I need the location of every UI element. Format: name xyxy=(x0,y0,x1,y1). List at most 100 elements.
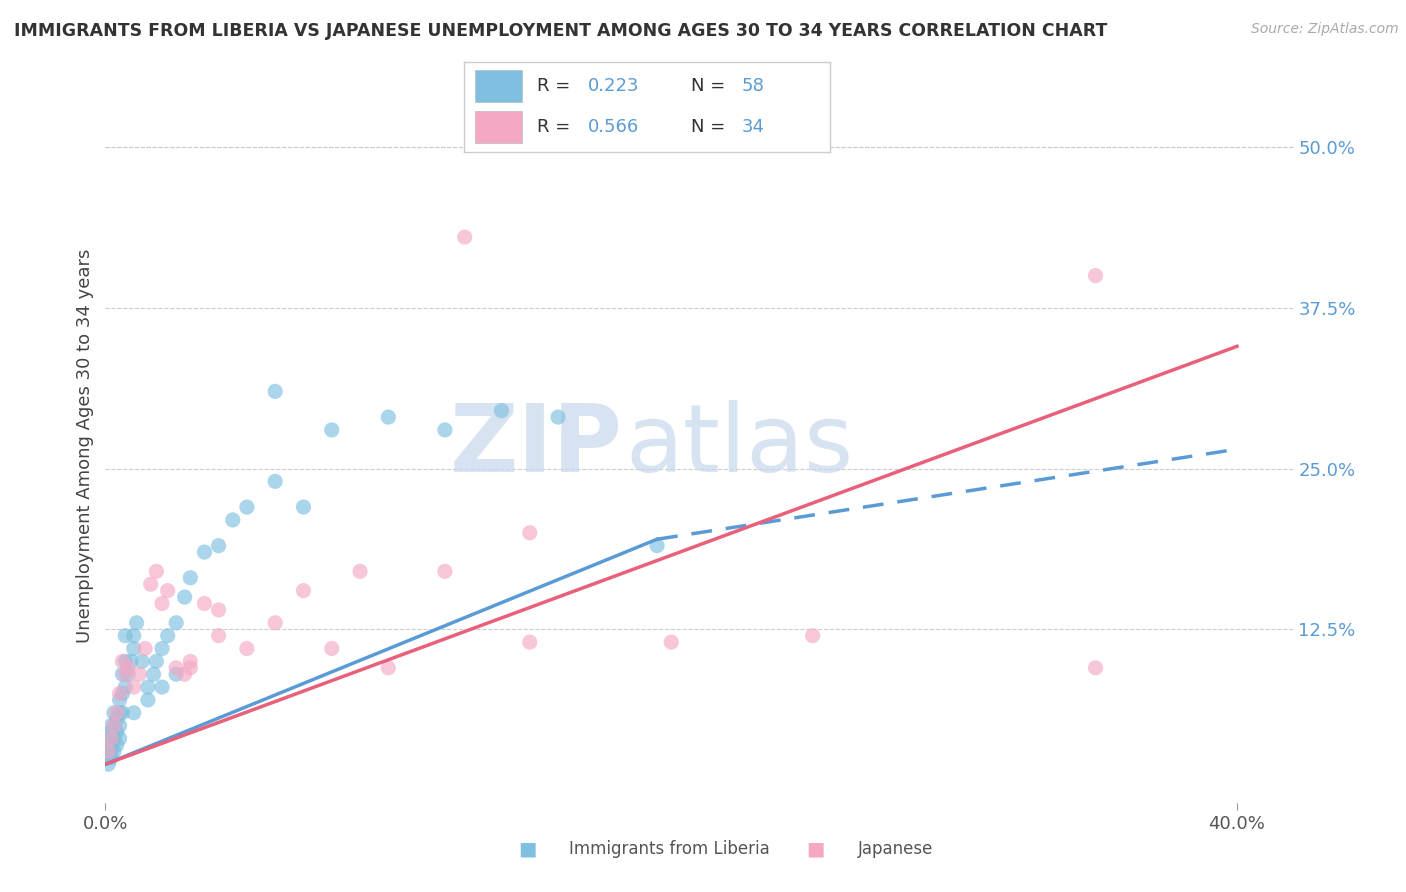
Text: 58: 58 xyxy=(742,77,765,95)
Point xyxy=(179,571,201,585)
Point xyxy=(100,738,122,752)
Point xyxy=(134,641,156,656)
Point xyxy=(377,661,399,675)
Point xyxy=(108,693,131,707)
Point xyxy=(97,744,120,758)
Point xyxy=(165,667,187,681)
Point xyxy=(111,706,134,720)
Text: ZIP: ZIP xyxy=(450,400,623,492)
Point xyxy=(207,603,229,617)
Text: R =: R = xyxy=(537,77,576,95)
Point xyxy=(156,629,179,643)
Point xyxy=(111,686,134,700)
Point xyxy=(125,615,148,630)
Point xyxy=(128,667,150,681)
Point xyxy=(145,654,167,668)
Point xyxy=(645,539,668,553)
Text: R =: R = xyxy=(537,118,576,136)
Point xyxy=(433,423,456,437)
Point xyxy=(1084,661,1107,675)
Text: Immigrants from Liberia: Immigrants from Liberia xyxy=(569,840,770,858)
Point xyxy=(454,230,477,244)
Point xyxy=(114,654,136,668)
Point xyxy=(491,403,513,417)
Point xyxy=(145,565,167,579)
Point xyxy=(156,583,179,598)
Point xyxy=(103,719,125,733)
Text: ■: ■ xyxy=(806,839,825,859)
Point xyxy=(547,410,569,425)
Text: N =: N = xyxy=(690,77,731,95)
Point xyxy=(222,513,245,527)
Point xyxy=(105,712,128,726)
Point xyxy=(114,629,136,643)
Text: 34: 34 xyxy=(742,118,765,136)
Point xyxy=(105,738,128,752)
Point xyxy=(173,590,195,604)
Text: IMMIGRANTS FROM LIBERIA VS JAPANESE UNEMPLOYMENT AMONG AGES 30 TO 34 YEARS CORRE: IMMIGRANTS FROM LIBERIA VS JAPANESE UNEM… xyxy=(14,22,1108,40)
Point xyxy=(122,629,145,643)
Point xyxy=(173,667,195,681)
Text: N =: N = xyxy=(690,118,731,136)
Point xyxy=(150,680,173,694)
Point xyxy=(292,583,315,598)
Point xyxy=(659,635,682,649)
Point xyxy=(105,706,128,720)
Point xyxy=(1084,268,1107,283)
Point xyxy=(97,757,120,772)
Point xyxy=(103,706,125,720)
Point xyxy=(117,661,139,675)
Point xyxy=(292,500,315,514)
Point xyxy=(105,725,128,739)
Point xyxy=(100,719,122,733)
Text: atlas: atlas xyxy=(626,400,853,492)
Point xyxy=(179,661,201,675)
Point xyxy=(519,635,541,649)
Point xyxy=(100,744,122,758)
Point xyxy=(108,731,131,746)
Point xyxy=(207,539,229,553)
Point xyxy=(111,654,134,668)
Point xyxy=(433,565,456,579)
Bar xyxy=(475,111,523,143)
Point xyxy=(236,500,259,514)
Point xyxy=(321,423,343,437)
Y-axis label: Unemployment Among Ages 30 to 34 years: Unemployment Among Ages 30 to 34 years xyxy=(76,249,94,643)
Point xyxy=(120,654,142,668)
Point xyxy=(97,738,120,752)
Point xyxy=(264,615,287,630)
Point xyxy=(349,565,371,579)
Point xyxy=(114,680,136,694)
Point xyxy=(377,410,399,425)
Point xyxy=(122,706,145,720)
Point xyxy=(103,744,125,758)
Text: Source: ZipAtlas.com: Source: ZipAtlas.com xyxy=(1251,22,1399,37)
Point xyxy=(165,615,187,630)
Point xyxy=(193,597,215,611)
Point xyxy=(207,629,229,643)
Point xyxy=(122,641,145,656)
Point xyxy=(236,641,259,656)
Point xyxy=(801,629,824,643)
Point xyxy=(131,654,153,668)
Point xyxy=(108,719,131,733)
Text: 0.566: 0.566 xyxy=(588,118,640,136)
Point xyxy=(97,744,120,758)
Point xyxy=(519,525,541,540)
Point xyxy=(108,706,131,720)
Point xyxy=(150,597,173,611)
Point xyxy=(193,545,215,559)
Point xyxy=(100,725,122,739)
Point xyxy=(117,667,139,681)
Text: ■: ■ xyxy=(517,839,537,859)
Point xyxy=(100,751,122,765)
Point xyxy=(97,731,120,746)
Point xyxy=(100,731,122,746)
Text: 0.223: 0.223 xyxy=(588,77,640,95)
Point xyxy=(103,719,125,733)
Point xyxy=(321,641,343,656)
Point xyxy=(165,661,187,675)
Point xyxy=(97,751,120,765)
Point xyxy=(264,384,287,399)
Text: Japanese: Japanese xyxy=(858,840,934,858)
